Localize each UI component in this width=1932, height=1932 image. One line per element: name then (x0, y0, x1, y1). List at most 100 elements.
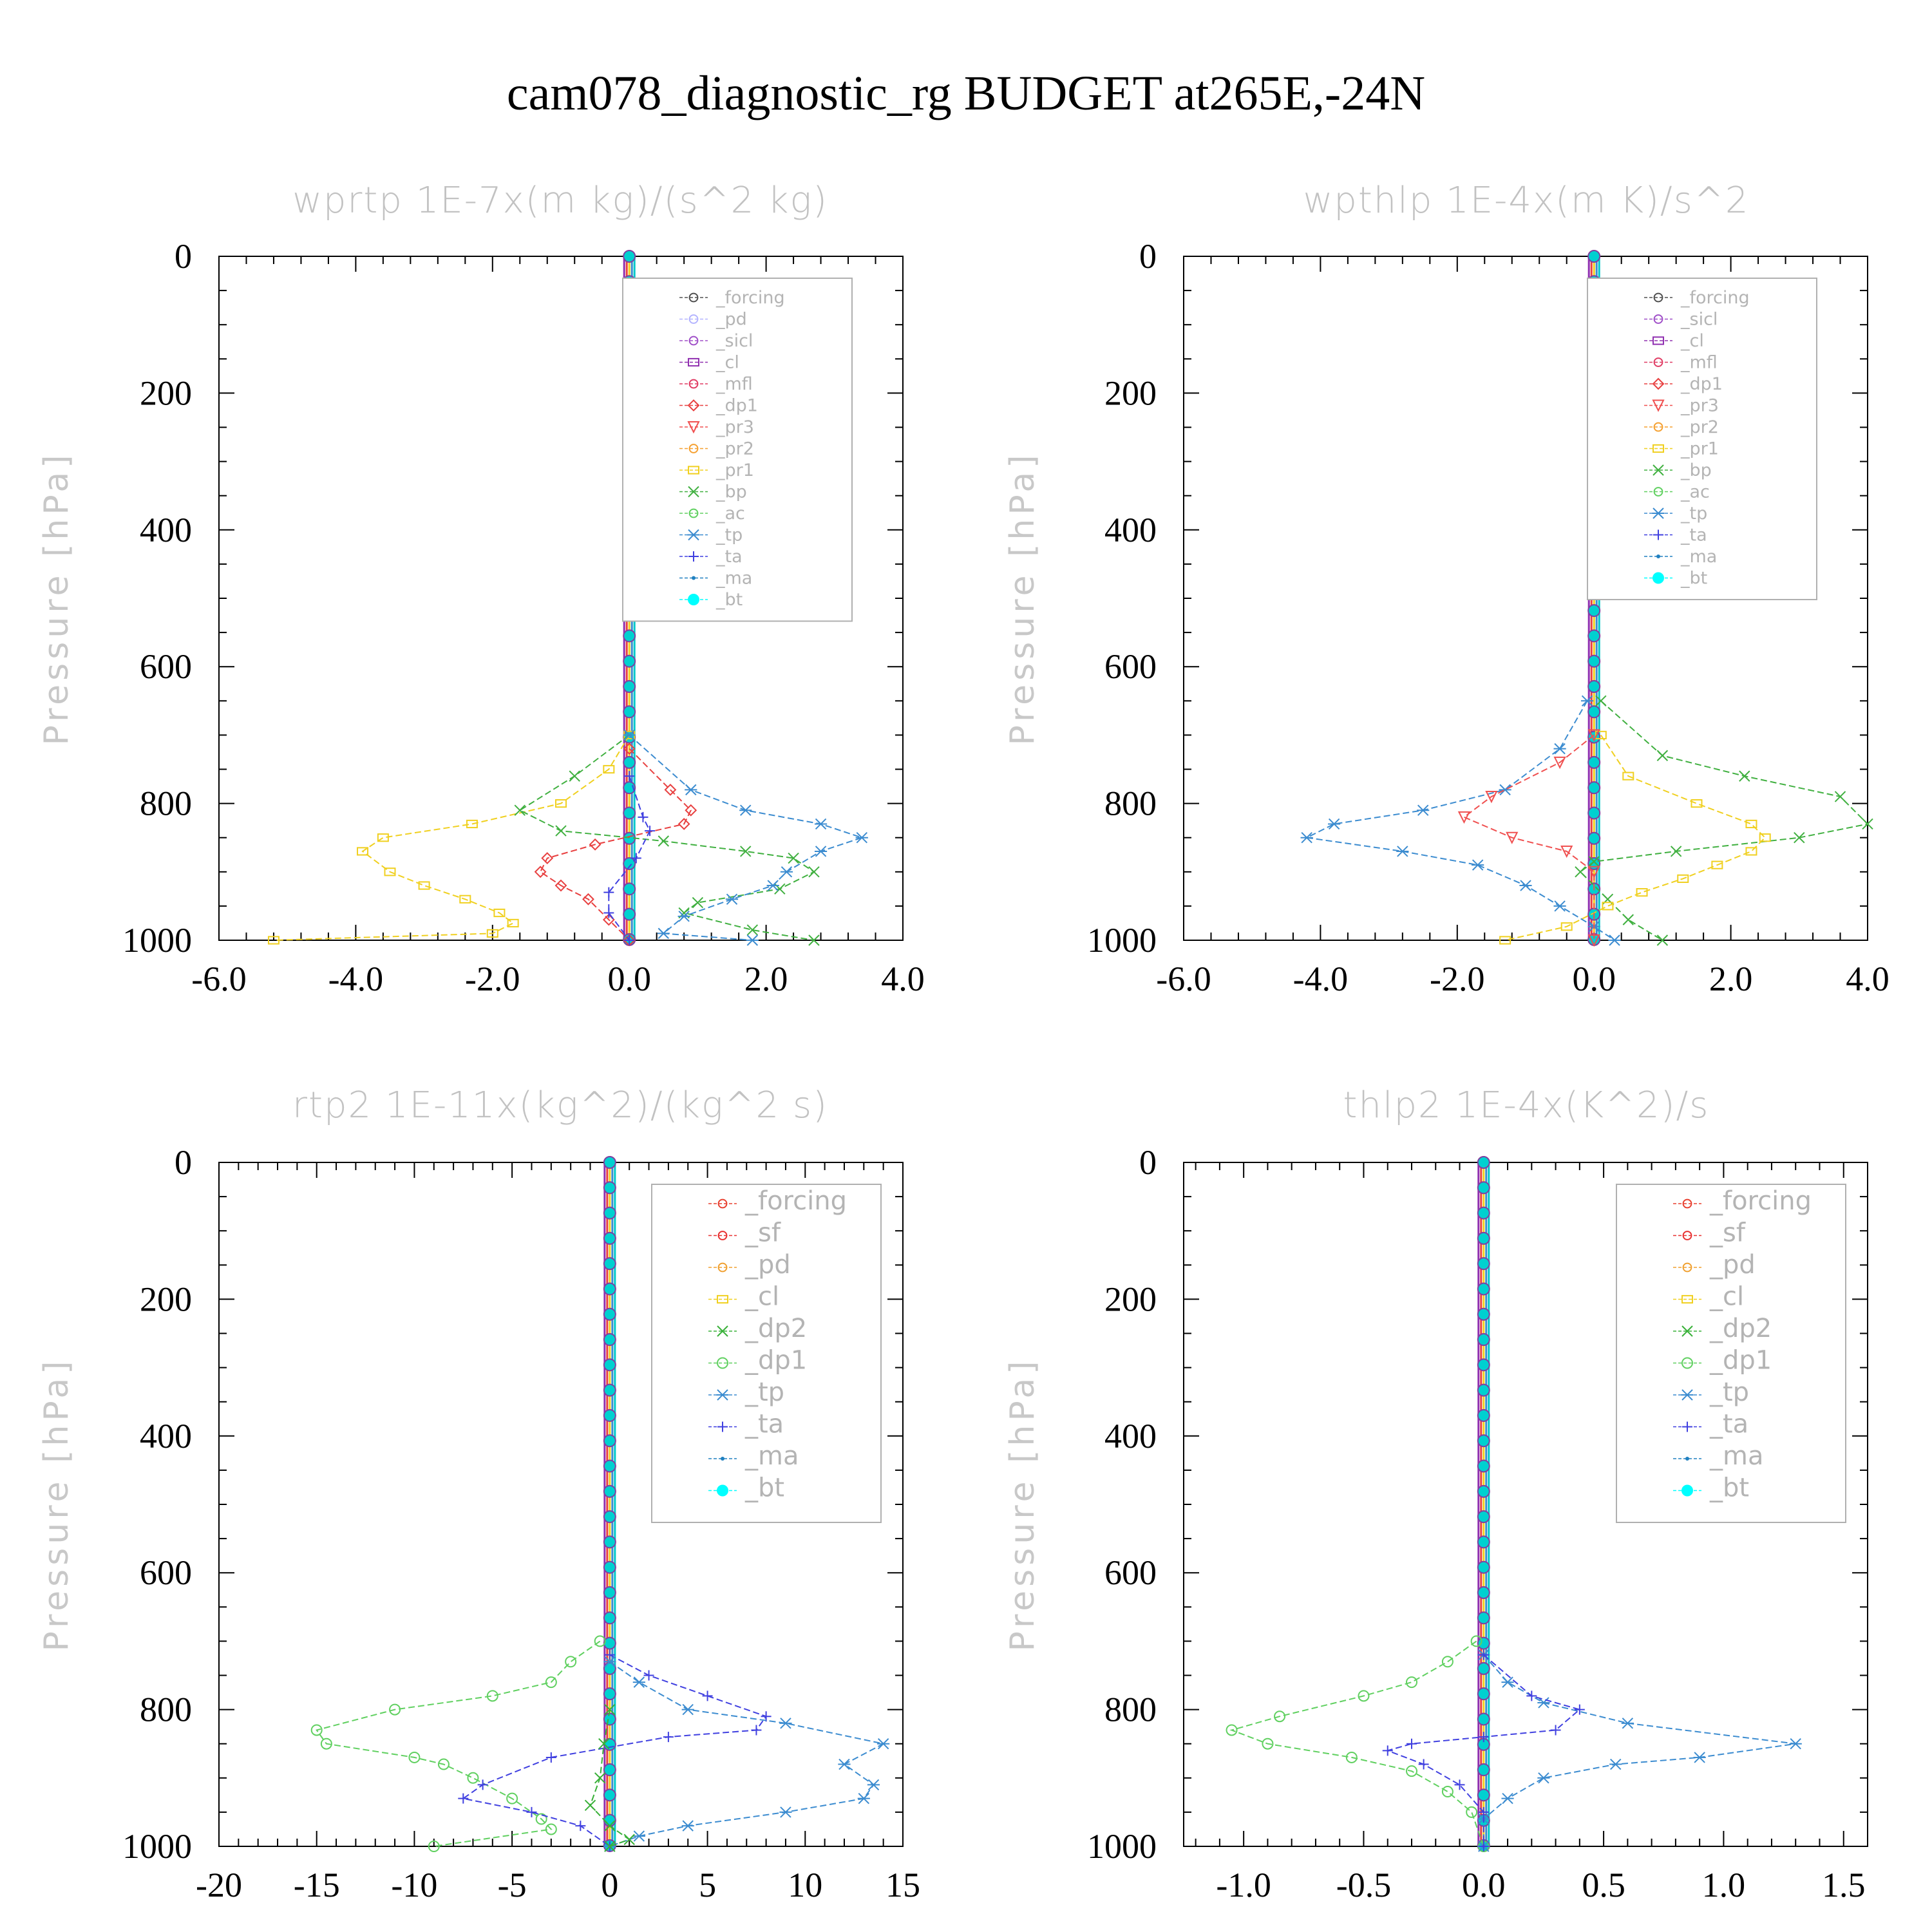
legend-marker (1681, 1389, 1694, 1401)
bt-marker (603, 1434, 616, 1448)
legend-item: _ta (1673, 1410, 1748, 1439)
x-tick-label: -6.0 (1156, 960, 1211, 998)
point-marker (565, 1656, 577, 1668)
y-tick-label: 0 (175, 237, 192, 276)
point-marker (1608, 934, 1621, 946)
bt-marker (603, 1408, 616, 1422)
legend-box (1616, 1184, 1846, 1523)
point-marker (657, 927, 670, 940)
legend-label: _pd (715, 310, 747, 330)
series-pr1 (267, 730, 636, 945)
point-marker (1470, 1635, 1482, 1647)
y-tick-label: 400 (140, 1417, 192, 1455)
legend-item: _ma (708, 1441, 799, 1471)
bt-marker (1587, 831, 1601, 845)
point-marker (632, 1830, 645, 1842)
point-marker (603, 887, 614, 898)
y-tick-label: 600 (1104, 1553, 1157, 1592)
x-tick-label: 1.0 (1702, 1866, 1746, 1904)
legend-marker (1682, 1231, 1692, 1240)
bt-marker (603, 1763, 616, 1777)
bt-marker (1587, 604, 1601, 618)
point-marker (1794, 831, 1805, 844)
point-marker (788, 852, 799, 864)
point-marker (1560, 922, 1573, 931)
point-marker (1560, 845, 1573, 858)
y-tick-label: 400 (1104, 511, 1157, 549)
point-marker (1537, 1772, 1550, 1784)
legend-label: _bp (715, 482, 747, 502)
point-marker (493, 908, 506, 918)
x-tick-label: -2.0 (465, 960, 520, 998)
legend-marker (688, 466, 699, 475)
point-marker (857, 1792, 870, 1804)
y-axis-label: Pressure [hPa] (1003, 1358, 1042, 1652)
bt-marker (623, 882, 636, 896)
point-marker (808, 866, 820, 878)
bt-marker (623, 857, 636, 871)
point-marker (1622, 772, 1634, 781)
chart-panel-4: thlp2 1E-4x(K^2)/s Pressure [hPa] 0 200 400 6… (1003, 1084, 1868, 1904)
legend-label: _dp1 (1680, 374, 1723, 394)
point-marker (1300, 831, 1313, 844)
legend-marker (1653, 529, 1663, 540)
bt-marker (623, 654, 636, 668)
point-marker (677, 818, 690, 830)
bt-marker (1477, 1611, 1490, 1625)
series-ta (603, 771, 656, 945)
point-marker (603, 907, 614, 918)
point-marker (1587, 934, 1600, 947)
bt-marker (623, 806, 636, 820)
bt-marker (1477, 1408, 1490, 1422)
legend-label: _mfl (1680, 353, 1718, 373)
legend-marker (1652, 377, 1665, 390)
bt-marker (1477, 1687, 1490, 1701)
point-marker (545, 1823, 557, 1835)
legend-marker (1681, 1294, 1693, 1304)
point-marker (1693, 1752, 1706, 1763)
legend-item: _tp (708, 1378, 784, 1407)
point-marker (589, 838, 601, 851)
legend-item: _tp (1673, 1378, 1749, 1407)
legend-marker (1653, 336, 1664, 345)
legend-item: _dp1 (1644, 374, 1723, 394)
point-marker (1670, 846, 1682, 857)
bt-marker (603, 1687, 616, 1701)
bt-marker (1477, 1636, 1490, 1650)
legend-label: _forcing (744, 1186, 847, 1216)
point-marker (310, 1724, 323, 1736)
legend-item: _ta (679, 547, 743, 567)
point-marker (1396, 846, 1409, 857)
point-marker (458, 1793, 469, 1804)
series-line (461, 1654, 768, 1847)
legend-marker (717, 1421, 728, 1432)
series-tp (603, 1656, 890, 1852)
point-marker (555, 825, 567, 837)
point-marker (1406, 1738, 1417, 1749)
legend: _forcing_sf_pd_cl_dp2 _dp1_tp _ta_ma_bt (1616, 1184, 1846, 1523)
point-marker (1745, 819, 1757, 829)
bt-marker (603, 1586, 616, 1599)
y-tick-label: 800 (1104, 784, 1157, 823)
legend-item: _bp (679, 482, 747, 502)
point-marker (1499, 936, 1511, 945)
bt-marker (603, 1510, 616, 1524)
point-marker (1506, 831, 1519, 844)
legend-item: _bp (1644, 460, 1712, 480)
point-marker (582, 893, 594, 905)
legend-marker (717, 1198, 728, 1209)
point-marker (526, 1806, 537, 1817)
legend-label: _bt (715, 590, 743, 610)
series-line (1385, 1654, 1581, 1846)
point-marker (1677, 874, 1689, 884)
point-marker (632, 1676, 645, 1688)
point-marker (603, 764, 615, 774)
legend-item: _ta (708, 1410, 784, 1439)
x-tick-label: 4.0 (1846, 960, 1889, 998)
legend-label: _ma (1709, 1441, 1763, 1471)
bt-marker (603, 1333, 616, 1347)
y-axis-label: Pressure [hPa] (37, 451, 76, 746)
y-tick-label: 1000 (122, 921, 192, 960)
point-marker (643, 1670, 654, 1681)
point-marker (357, 847, 369, 856)
